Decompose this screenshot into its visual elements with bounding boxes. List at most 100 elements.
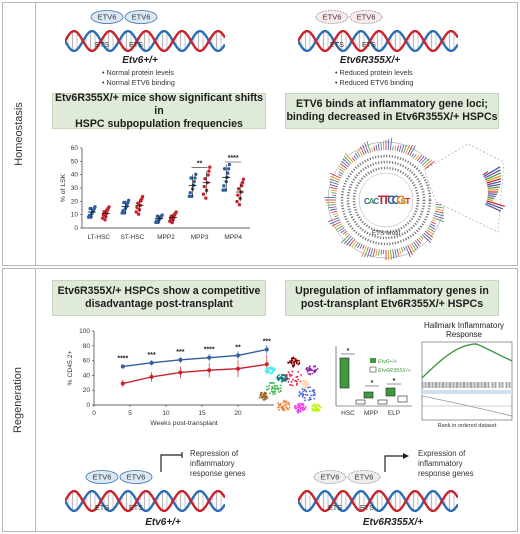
circos-bar [338,227,345,232]
umap-point [295,407,297,410]
circos-bar [328,206,337,209]
umap-point [305,385,308,388]
umap-point [292,365,295,368]
umap-point [278,374,280,376]
data-point [236,353,240,358]
circos-bar [390,138,392,151]
umap-point [291,370,294,373]
finding-box-binding: ETV6 binds at inflammatory gene loci; bin… [285,93,499,129]
circos-bar [340,234,351,244]
umap-point [289,384,292,386]
circos-bar [405,245,411,258]
umap-point [301,388,304,390]
data-point [208,165,212,169]
circos-bar [380,142,382,151]
umap-point [312,394,315,396]
repression-arrow-icon [160,452,183,472]
umap-point [295,380,298,383]
x-tick-label: 5 [128,410,132,417]
umap-point [304,399,306,402]
umap-point [278,404,280,407]
dna-strand [298,29,458,53]
circos-bar [398,248,402,255]
data-point [264,362,269,367]
circos-bar [428,225,436,230]
umap-point [266,367,269,370]
data-point [235,199,239,204]
data-point [120,364,125,369]
circos-bar [352,157,356,162]
bullet-wt-2: • Normal ETV6 binding [102,78,175,87]
umap-point [318,405,321,408]
circos-bar [413,241,419,249]
zoom-bar [485,172,502,181]
umap-point [288,406,291,409]
data-point [155,214,160,218]
umap-point [293,360,296,363]
circos-bar [407,144,413,156]
legend-swatch [369,366,377,373]
umap-point [274,387,277,390]
data-point [236,187,241,191]
umap-point [276,385,279,387]
circos-bar [329,172,342,179]
box [363,391,374,399]
significance-marker: ** [197,160,203,167]
x-tick-label: MPP3 [191,234,209,241]
umap-point [262,398,265,401]
umap-point [288,377,291,380]
circos-bar [423,232,433,241]
x-tick-label: 15 [198,410,206,417]
umap-point [264,396,267,399]
umap-point [258,396,261,399]
data-point [178,357,183,362]
umap-point [308,365,311,368]
umap-point [297,403,300,406]
dna-helix-wt-top [65,29,225,53]
data-point [237,202,242,207]
umap-point [264,398,267,401]
data-point [222,167,227,171]
gsea-frame [421,341,513,421]
circos-bar [359,243,363,249]
umap-point [296,375,299,378]
motif-letter: T [382,193,390,207]
y-tick-label: 50 [71,158,79,165]
data-point [201,192,206,196]
umap-point [271,385,274,388]
umap-point [281,377,284,379]
zoom-bar [482,171,489,176]
umap-point [285,400,288,403]
circos-bar [415,154,420,160]
data-point [188,190,192,195]
circos-bar [401,144,405,153]
zoom-bar [487,193,497,195]
data-point [193,176,197,180]
circos-bar [396,248,400,256]
data-point [89,215,93,219]
y-tick-label: 60 [71,145,79,152]
umap-point [290,361,293,364]
umap-point [283,407,285,410]
circos-ring [346,160,426,240]
circos-bar [394,249,397,258]
umap-point [298,391,301,393]
dna-strand [298,489,458,513]
circos-bar [424,230,434,238]
data-point [120,381,125,386]
circos-bar [371,147,374,152]
genotype-wt-top: Etv6+/+ [122,55,158,66]
umap-point [284,377,287,379]
umap-point [298,359,300,362]
dna-strand [65,489,225,513]
umap-point [287,380,290,383]
circos-bar [366,140,371,153]
umap-point [309,368,312,370]
umap-point [296,359,298,362]
circos-bar [392,249,395,259]
circos-bar [432,217,445,223]
significance-marker: **** [204,347,215,354]
motif-letter: T [378,193,386,207]
zoom-bar [485,202,504,210]
